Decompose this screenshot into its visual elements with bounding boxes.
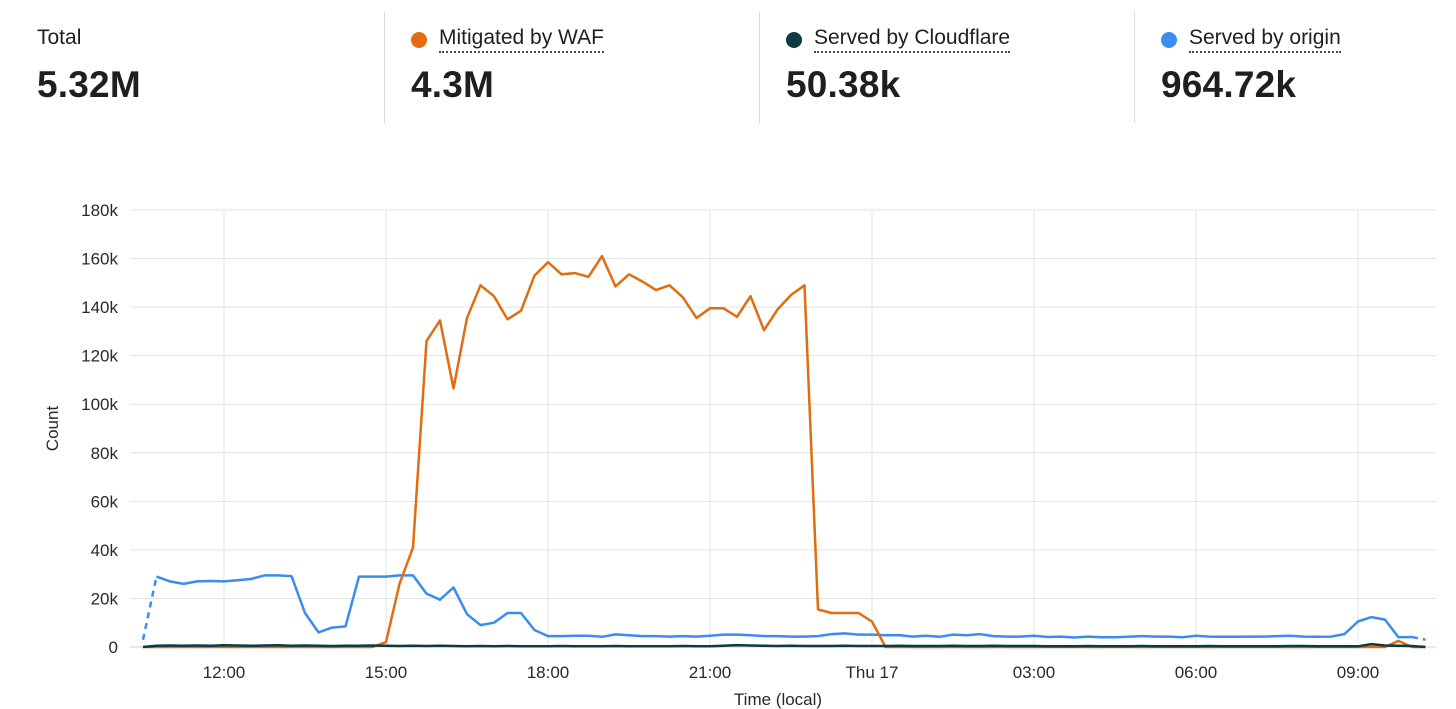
series-line xyxy=(156,574,1413,639)
y-tick-label: 120k xyxy=(81,347,118,366)
stat-total-value: 5.32M xyxy=(37,64,141,105)
stat-origin-label[interactable]: Served by origin xyxy=(1161,26,1341,53)
stat-total-label-text: Total xyxy=(37,26,82,49)
y-tick-label: 20k xyxy=(91,589,119,608)
x-tick-label: 06:00 xyxy=(1175,663,1218,682)
stat-mitigated-label[interactable]: Mitigated by WAF xyxy=(411,26,604,53)
stat-cloudflare-label[interactable]: Served by Cloudflare xyxy=(786,26,1011,53)
x-tick-label: 09:00 xyxy=(1337,663,1380,682)
y-axis-label: Count xyxy=(43,406,62,452)
x-tick-label: 03:00 xyxy=(1013,663,1056,682)
series-line-dashed-end xyxy=(1411,635,1426,641)
stats-bar: Total 5.32M Mitigated by WAF 4.3M Served… xyxy=(0,0,1456,130)
stat-mitigated-label-text[interactable]: Mitigated by WAF xyxy=(439,26,604,53)
stat-origin-label-text[interactable]: Served by origin xyxy=(1189,26,1341,53)
x-axis-ticks: 12:00 15:00 18:00 21:00 Thu 17 03:00 06:00 09:0… xyxy=(203,663,1380,682)
x-tick-label: 12:00 xyxy=(203,663,246,682)
stat-origin-value: 964.72k xyxy=(1161,64,1297,105)
series-served-by-origin xyxy=(141,574,1426,641)
stat-divider xyxy=(759,12,760,123)
stat-mitigated-value: 4.3M xyxy=(411,64,495,105)
series-line-dashed-start xyxy=(141,576,158,640)
series-served-by-cloudflare xyxy=(142,642,1426,649)
y-tick-label: 180k xyxy=(81,201,118,220)
x-tick-label: 18:00 xyxy=(527,663,570,682)
y-tick-label: 80k xyxy=(91,444,119,463)
stat-cloudflare-value: 50.38k xyxy=(786,64,901,105)
x-tick-label: Thu 17 xyxy=(846,663,899,682)
x-tick-label: 15:00 xyxy=(365,663,408,682)
y-tick-label: 140k xyxy=(81,298,118,317)
cloudflare-legend-dot-icon xyxy=(786,31,802,48)
y-tick-label: 40k xyxy=(91,541,119,560)
y-axis-ticks: 0 20k 40k 60k 80k 100k 120k 140k 160k 180k xyxy=(81,201,118,657)
series-mitigated-by-waf xyxy=(143,254,1426,649)
x-tick-label: 21:00 xyxy=(689,663,732,682)
stat-divider xyxy=(1134,12,1135,123)
y-tick-label: 0 xyxy=(109,638,118,657)
y-tick-label: 160k xyxy=(81,250,118,269)
stat-cloudflare-label-text[interactable]: Served by Cloudflare xyxy=(814,26,1011,53)
stat-divider xyxy=(384,12,385,123)
stat-total-label: Total xyxy=(37,26,81,50)
chart-grid xyxy=(130,209,1436,648)
chart-series xyxy=(141,254,1426,649)
y-tick-label: 100k xyxy=(81,395,118,414)
waf-legend-dot-icon xyxy=(411,31,427,48)
origin-legend-dot-icon xyxy=(1161,31,1177,48)
x-axis-label: Time (local) xyxy=(734,690,822,709)
y-tick-label: 60k xyxy=(91,492,119,511)
